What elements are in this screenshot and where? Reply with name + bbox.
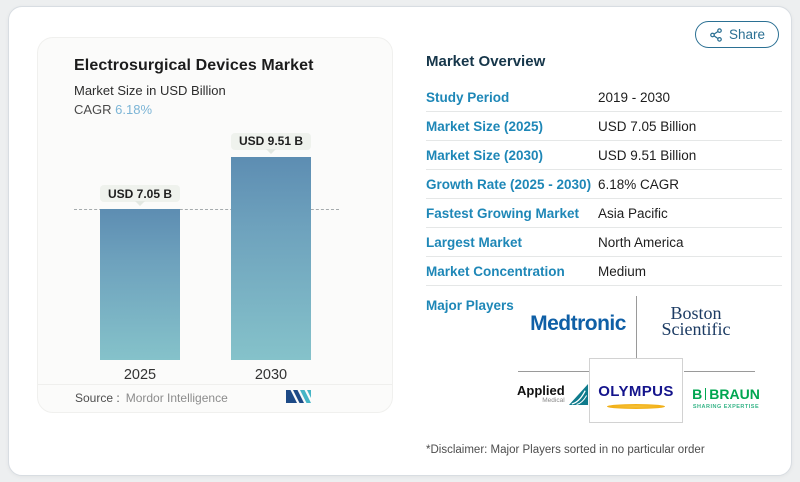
row-value: 2019 - 2030 [598,89,671,105]
boston-line2: Scientific [661,319,731,339]
applied-medical-triangle-icon [568,384,588,405]
medtronic-logo: Medtronic [530,312,626,335]
cagr-label: CAGR [74,102,116,117]
overview-table: Study Period 2019 - 2030 Market Size (202… [426,83,782,286]
olympus-swoosh-icon [607,404,665,409]
x-tick-2030: 2030 [254,367,288,383]
chart-cagr: CAGR 6.18% [74,102,152,117]
applied-medical-wordmark: Applied Medical [517,384,565,405]
x-tick-2025: 2025 [123,367,157,383]
overview-title: Market Overview [426,53,546,70]
disclaimer-text: *Disclaimer: Major Players sorted in no … [426,444,705,456]
chart-title: Electrosurgical Devices Market [74,57,314,74]
share-icon [710,27,722,42]
source-divider [38,384,392,385]
mordor-intelligence-logo-icon [286,390,311,403]
row-label: Study Period [426,89,510,105]
row-label: Market Concentration [426,263,565,279]
bar-2030 [231,156,311,360]
table-row: Market Size (2030) USD 9.51 Billion [426,141,782,170]
braun-b: B [692,386,703,402]
cagr-value: 6.18% [115,102,153,117]
bar-label-caret-2030 [266,148,276,154]
b-braun-logo: B BRAUN SHARING EXPERTISE [686,386,766,410]
applied-line1: Applied [517,383,565,398]
table-row: Largest Market North America [426,228,782,257]
chart-subtitle: Market Size in USD Billion [74,83,226,98]
players-right-connector [684,371,755,372]
source-row: Source : Mordor Intelligence [75,391,228,405]
major-players-label: Major Players [426,298,514,313]
row-value: USD 7.05 Billion [598,118,697,134]
bar-label-caret-2025 [135,201,145,207]
chart-panel: Electrosurgical Devices Market Market Si… [37,37,393,413]
row-label: Largest Market [426,234,523,250]
share-button[interactable]: Share [695,21,779,48]
row-value: 6.18% CAGR [598,176,680,192]
row-value: Asia Pacific [598,205,668,221]
braun-divider-bar [705,388,707,400]
share-label: Share [728,27,766,42]
applied-line2: Medical [542,397,565,404]
olympus-logo: OLYMPUS [598,383,674,400]
braun-name: BRAUN [709,386,760,402]
table-row: Market Size (2025) USD 7.05 Billion [426,112,782,141]
row-label: Market Size (2025) [426,118,544,134]
table-row: Study Period 2019 - 2030 [426,83,782,112]
bar-2025 [100,209,180,360]
boston-line1: Boston [670,303,722,323]
row-value: USD 9.51 Billion [598,147,697,163]
boston-scientific-logo: Boston Scientific [646,303,746,339]
players-left-connector [518,371,589,372]
reference-dashed-line [74,209,339,211]
row-label: Fastest Growing Market [426,205,580,221]
row-label: Market Size (2030) [426,147,544,163]
table-row: Growth Rate (2025 - 2030) 6.18% CAGR [426,170,782,199]
row-value: North America [598,234,684,250]
row-label: Growth Rate (2025 - 2030) [426,176,592,192]
table-row: Fastest Growing Market Asia Pacific [426,199,782,228]
source-label: Source : [75,391,120,405]
applied-medical-logo: Applied Medical [517,383,589,406]
olympus-logo-box: OLYMPUS [589,358,683,423]
source-value: Mordor Intelligence [125,391,228,405]
bar-value-label-2030: USD 9.51 B [231,132,311,150]
infographic-card: Share Electrosurgical Devices Market Mar… [8,6,792,476]
braun-tagline: SHARING EXPERTISE [692,404,760,410]
bar-value-label-2025: USD 7.05 B [100,185,180,203]
players-vertical-connector [636,296,637,358]
row-value: Medium [598,263,647,279]
b-braun-wordmark: B BRAUN [686,386,766,402]
table-row: Market Concentration Medium [426,257,782,286]
